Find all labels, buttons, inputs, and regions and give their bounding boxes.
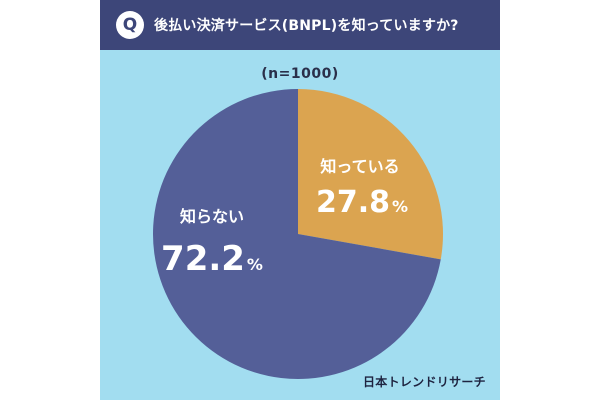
pie-chart: 知っている 27.8 % 知らない 72.2%: [153, 89, 443, 380]
slice-value-1: 72.2%: [161, 239, 263, 279]
question-text: 後払い決済サービス(BNPL)を知っていますか?: [154, 18, 459, 34]
chart-card: Q 後払い決済サービス(BNPL)を知っていますか? (n=1000) 知ってい…: [100, 0, 500, 400]
question-header: Q 後払い決済サービス(BNPL)を知っていますか?: [100, 0, 500, 50]
brand-logo-text: 日本トレンドリサーチ: [362, 375, 486, 389]
slice-value-0: 27.8%: [316, 185, 408, 220]
q-badge-icon: Q: [116, 11, 144, 39]
slice-label-1: 知らない: [180, 207, 244, 226]
pie-slice-0: [298, 89, 443, 260]
pie-slice-1: [153, 89, 441, 380]
slice-label-0: 知っている: [320, 157, 399, 176]
sample-size-note: (n=1000): [261, 66, 339, 82]
